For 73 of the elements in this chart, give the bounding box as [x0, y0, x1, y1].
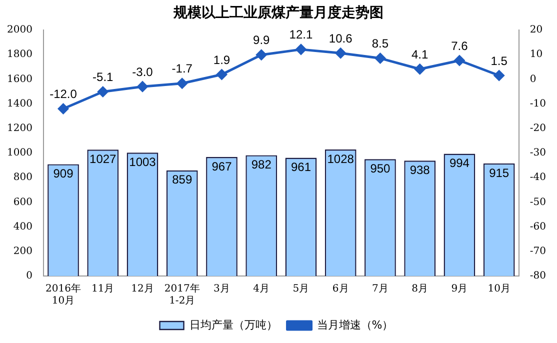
point [414, 64, 426, 74]
x-tick-label: 11月 [92, 284, 114, 295]
data-label: 1.5 [490, 54, 508, 68]
chart-title: 规模以上工业原煤产量月度走势图 [172, 4, 384, 22]
y2-tick-label: -20 [530, 122, 546, 134]
y-tick-label: 1600 [6, 74, 32, 85]
y2-tick-label: 0 [530, 74, 536, 85]
data-label: 915 [489, 166, 510, 180]
point [137, 81, 148, 92]
y2-tick-label: -70 [530, 246, 546, 257]
y2-tick-label: -80 [530, 270, 546, 282]
data-label: 1027 [90, 152, 117, 166]
legend-label: 日均产量（万吨） [189, 318, 278, 332]
data-label: 961 [290, 160, 312, 174]
point [296, 44, 306, 55]
x-tick-label: 3月 [214, 284, 230, 295]
data-label: 10.6 [328, 31, 353, 46]
point [216, 69, 227, 80]
y-tick-label: 1800 [6, 49, 32, 60]
x-tick-label: 6月 [332, 284, 349, 295]
data-label: -3.0 [132, 64, 154, 79]
y2-tick-label: -60 [530, 221, 546, 232]
y2-tick-label: -40 [530, 172, 546, 184]
y2-tick-label: -30 [530, 148, 546, 159]
point [176, 78, 188, 89]
data-label: -5.1 [92, 70, 114, 84]
data-label: 950 [370, 161, 391, 176]
y-tick-label: 1200 [6, 122, 32, 134]
point [454, 55, 465, 66]
y2-tick-label: -50 [530, 196, 546, 208]
data-label: 7.6 [451, 38, 468, 53]
y-tick-label: 800 [13, 172, 32, 184]
y-tick-label: 0 [26, 270, 32, 282]
y-tick-label: 600 [13, 196, 32, 208]
x-tick-label: 2016年 10月 [46, 282, 81, 307]
point [374, 53, 386, 64]
y-tick-label: 200 [13, 246, 32, 257]
data-label: 12.1 [289, 28, 313, 42]
data-label: 938 [410, 162, 430, 177]
x-tick-label: 4月 [253, 284, 270, 295]
data-label: 9.9 [253, 33, 270, 48]
point [335, 48, 346, 58]
x-tick-label: 8月 [412, 284, 428, 295]
legend-label: 当月增速（%） [316, 318, 394, 332]
x-tick-label: 5月 [292, 284, 310, 295]
data-label: 1028 [327, 152, 354, 166]
y-tick-label: 2000 [6, 24, 32, 36]
data-label: 982 [251, 158, 272, 172]
y2-tick-label: 20 [530, 24, 543, 36]
data-label: 1003 [129, 154, 156, 169]
x-tick-label: 10月 [488, 284, 510, 295]
point [494, 70, 504, 81]
data-label: 4.1 [412, 47, 429, 62]
point [98, 86, 108, 97]
y-tick-label: 400 [13, 221, 32, 232]
y-tick-label: 1000 [6, 148, 32, 159]
point [58, 103, 69, 114]
y-tick-label: 1400 [6, 98, 32, 110]
data-label: -12.0 [50, 87, 78, 102]
x-tick-label: 2017年 1-2月 [164, 282, 200, 307]
x-tick-label: 12月 [131, 284, 154, 295]
data-label: 8.5 [372, 36, 389, 51]
data-label: 909 [53, 166, 74, 181]
y2-tick-label: -10 [530, 98, 546, 110]
point [256, 50, 267, 60]
x-tick-label: 7月 [372, 284, 388, 295]
data-label: 994 [449, 156, 470, 170]
data-label: 967 [212, 159, 232, 174]
x-tick-label: 9月 [451, 284, 468, 295]
data-label: -1.7 [172, 62, 193, 76]
data-label: 859 [172, 172, 192, 187]
y2-tick-label: 10 [530, 49, 543, 60]
data-label: 1.9 [213, 52, 230, 67]
